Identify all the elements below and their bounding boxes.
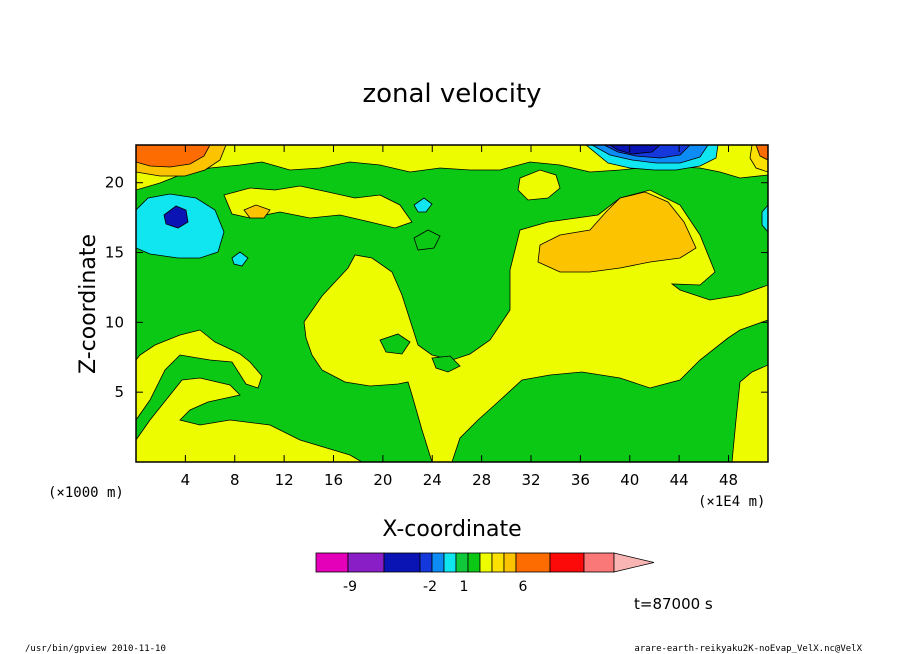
region-weak-positive	[731, 364, 768, 462]
colorbar-swatch	[315, 552, 349, 573]
colorbar-swatch	[503, 552, 517, 573]
colorbar-swatch	[583, 552, 615, 573]
colorbar-swatch	[479, 552, 493, 573]
x-tick-label: 12	[275, 471, 294, 489]
region-weak-positive	[223, 185, 413, 229]
region-weak-negative-island	[379, 333, 411, 355]
x-unit-label: (×1000 m)	[48, 485, 124, 501]
region-weak-negative-island	[431, 355, 461, 373]
x-tick-label: 44	[670, 471, 689, 489]
x-tick-label: 28	[472, 471, 491, 489]
x-tick-label: 20	[373, 471, 392, 489]
x-axis: 4 8 12 16 20 24 28 32 36 40 44 48	[181, 145, 738, 489]
colorbar-swatch	[549, 552, 585, 573]
contour-field	[136, 145, 768, 462]
plot-frame	[135, 144, 769, 463]
colorbar-extension	[613, 552, 655, 573]
y-tick-label: 20	[105, 174, 124, 192]
colorbar-tick-label: 1	[460, 579, 469, 595]
region-positive	[136, 145, 211, 168]
region-negative	[609, 145, 661, 155]
region-positive	[243, 204, 271, 219]
colorbar-swatch	[515, 552, 551, 573]
y-tick-label: 15	[105, 244, 124, 262]
x-tick-label: 8	[230, 471, 240, 489]
colorbar-tick-label: -2	[423, 579, 437, 595]
y-tick-label: 10	[105, 313, 124, 331]
x-unit-label-right: (×1E4 m)	[698, 494, 765, 510]
colorbar	[315, 552, 655, 573]
y-tick-label: 5	[114, 383, 124, 401]
colorbar-swatch	[467, 552, 481, 573]
x-tick-label: 36	[571, 471, 590, 489]
y-axis: 5 10 15 20	[105, 174, 768, 401]
x-tick-label: 48	[719, 471, 738, 489]
x-axis-label: X-coordinate	[382, 517, 521, 542]
colorbar-swatch	[347, 552, 385, 573]
region-negative	[761, 204, 768, 233]
colorbar-swatch	[431, 552, 445, 573]
chart-title: zonal velocity	[362, 79, 541, 109]
colorbar-tick-label: -9	[343, 579, 357, 595]
x-tick-label: 4	[181, 471, 191, 489]
colorbar-tick-label: 6	[519, 579, 528, 595]
region-negative	[413, 197, 433, 213]
x-tick-label: 24	[423, 471, 442, 489]
region-positive	[537, 191, 697, 273]
colorbar-ticks: -9 -2 1 6	[343, 579, 528, 595]
y-axis-label: Z-coordinate	[76, 234, 101, 374]
time-label: t=87000 s	[634, 595, 713, 613]
x-tick-label: 40	[620, 471, 639, 489]
colorbar-swatch	[443, 552, 457, 573]
colorbar-swatch	[383, 552, 421, 573]
region-weak-negative-island	[413, 229, 441, 251]
x-tick-label: 32	[521, 471, 540, 489]
colorbar-swatch	[491, 552, 505, 573]
colorbar-swatch	[455, 552, 469, 573]
region-weak-positive	[136, 329, 263, 462]
region-negative	[163, 205, 189, 229]
region-negative	[231, 251, 249, 267]
region-weak-positive	[136, 377, 363, 462]
footer-right: arare-earth-reikyaku2K-noEvap_VelX.nc@Ve…	[634, 644, 862, 654]
footer-left: /usr/bin/gpview 2010-11-10	[25, 644, 166, 654]
colorbar-swatch	[419, 552, 433, 573]
region-weak-positive	[517, 169, 561, 201]
x-tick-label: 16	[324, 471, 343, 489]
region-positive	[755, 145, 768, 161]
